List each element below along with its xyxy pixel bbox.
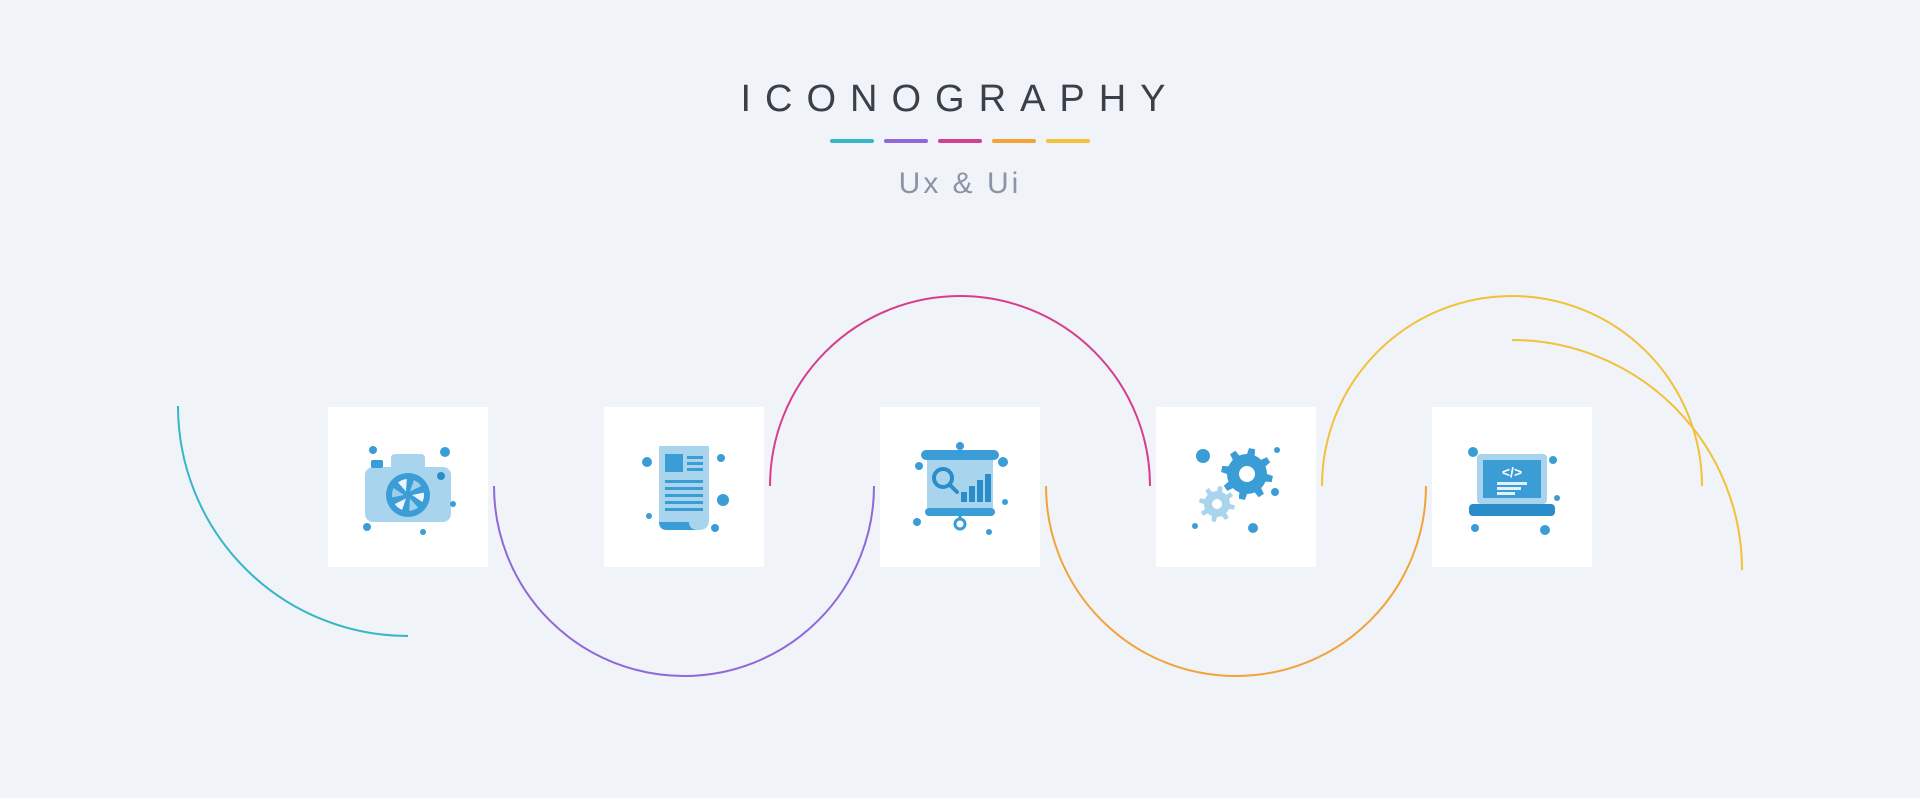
- icon-card: [1156, 407, 1316, 567]
- palette-bar: [884, 139, 928, 143]
- gears-icon: [1181, 432, 1291, 542]
- icon-card: [604, 407, 764, 567]
- presentation-analytics-icon: [905, 432, 1015, 542]
- icon-row: </>: [0, 407, 1920, 577]
- header: ICONOGRAPHY Ux & Ui: [0, 78, 1920, 201]
- camera-icon: [353, 432, 463, 542]
- icon-card: [880, 407, 1040, 567]
- palette-bar: [992, 139, 1036, 143]
- palette-bar: [938, 139, 982, 143]
- icon-card: [328, 407, 488, 567]
- palette-bar: [830, 139, 874, 143]
- document-icon: [629, 432, 739, 542]
- page-subtitle: Ux & Ui: [0, 167, 1920, 201]
- icon-card: </>: [1432, 407, 1592, 567]
- laptop-code-icon: </>: [1457, 432, 1567, 542]
- palette-bar: [1046, 139, 1090, 143]
- svg-text:</>: </>: [1502, 464, 1522, 480]
- color-bar-row: [0, 139, 1920, 143]
- page-title: ICONOGRAPHY: [0, 78, 1920, 121]
